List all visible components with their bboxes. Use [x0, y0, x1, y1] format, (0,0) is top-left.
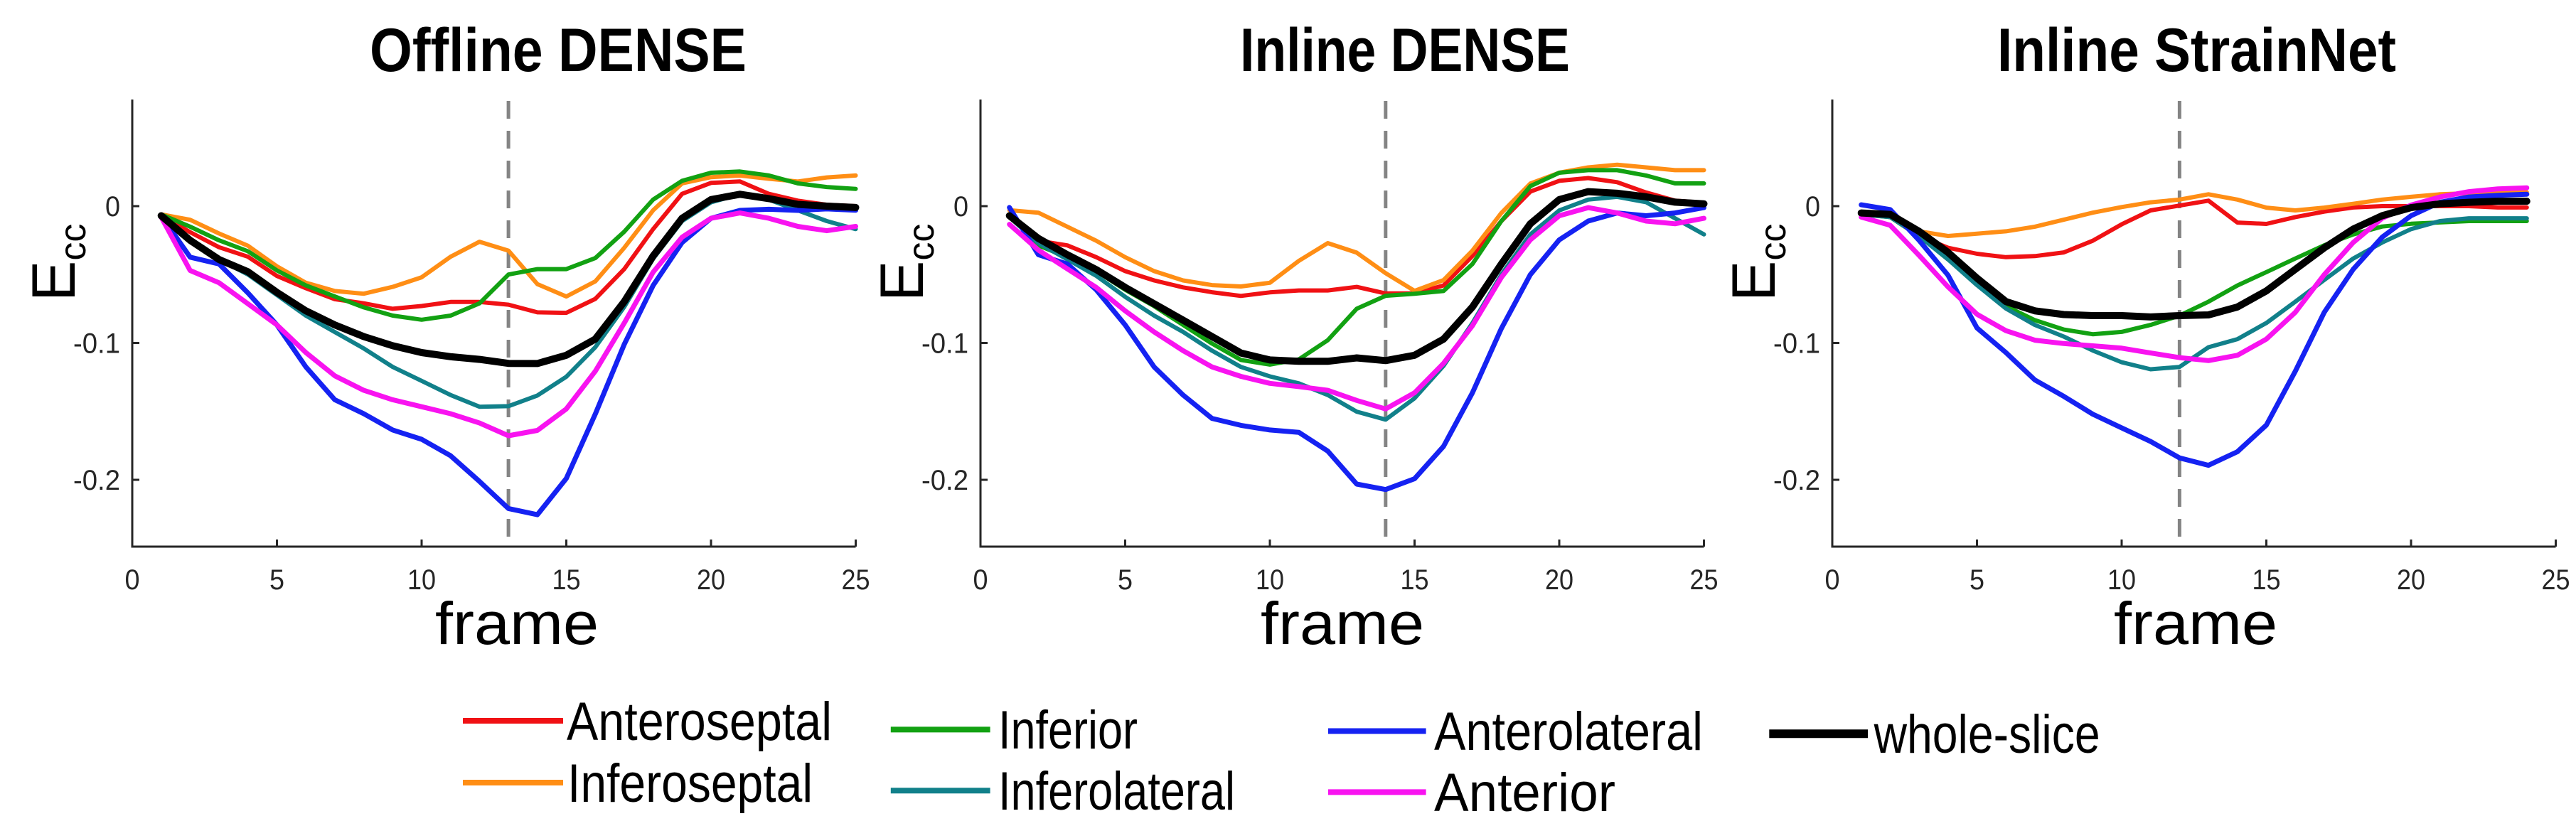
svg-text:Inline DENSE: Inline DENSE	[1240, 16, 1570, 85]
svg-text:Anterolateral: Anterolateral	[1434, 702, 1703, 762]
svg-text:0: 0	[105, 191, 120, 222]
svg-text:0: 0	[953, 191, 968, 222]
svg-text:-0.1: -0.1	[921, 328, 968, 359]
svg-text:25: 25	[842, 564, 870, 596]
svg-text:5: 5	[269, 564, 284, 596]
svg-text:20: 20	[2397, 564, 2425, 596]
svg-text:Offline DENSE: Offline DENSE	[370, 16, 747, 85]
svg-text:15: 15	[2252, 564, 2281, 596]
svg-text:10: 10	[1256, 564, 1284, 596]
svg-text:Anterior: Anterior	[1434, 763, 1615, 821]
svg-text:15: 15	[552, 564, 581, 596]
svg-text:Anteroseptal: Anteroseptal	[567, 692, 832, 752]
svg-text:5: 5	[1970, 564, 1984, 596]
svg-text:Inferolateral: Inferolateral	[998, 761, 1235, 821]
svg-text:-0.2: -0.2	[73, 465, 120, 496]
svg-text:Ecc: Ecc	[868, 224, 942, 301]
svg-text:-0.2: -0.2	[1773, 465, 1820, 496]
svg-text:frame: frame	[435, 590, 599, 657]
svg-text:0: 0	[1805, 191, 1820, 222]
svg-text:10: 10	[407, 564, 436, 596]
svg-text:0: 0	[125, 564, 140, 596]
svg-text:20: 20	[1545, 564, 1573, 596]
svg-text:Inferior: Inferior	[998, 700, 1138, 761]
svg-text:Inferoseptal: Inferoseptal	[567, 753, 813, 814]
svg-text:5: 5	[1118, 564, 1133, 596]
svg-text:25: 25	[1690, 564, 1719, 596]
svg-text:15: 15	[1401, 564, 1429, 596]
svg-text:-0.1: -0.1	[73, 328, 120, 359]
svg-text:20: 20	[697, 564, 725, 596]
svg-text:-0.1: -0.1	[1773, 328, 1820, 359]
svg-text:frame: frame	[1261, 590, 1424, 657]
svg-text:0: 0	[973, 564, 988, 596]
svg-text:frame: frame	[2114, 590, 2277, 657]
svg-text:whole-slice: whole-slice	[1874, 704, 2100, 765]
svg-text:-0.2: -0.2	[921, 465, 968, 496]
svg-text:25: 25	[2542, 564, 2570, 596]
svg-text:10: 10	[2107, 564, 2136, 596]
svg-text:Inline StrainNet: Inline StrainNet	[1997, 16, 2396, 85]
svg-text:0: 0	[1825, 564, 1840, 596]
